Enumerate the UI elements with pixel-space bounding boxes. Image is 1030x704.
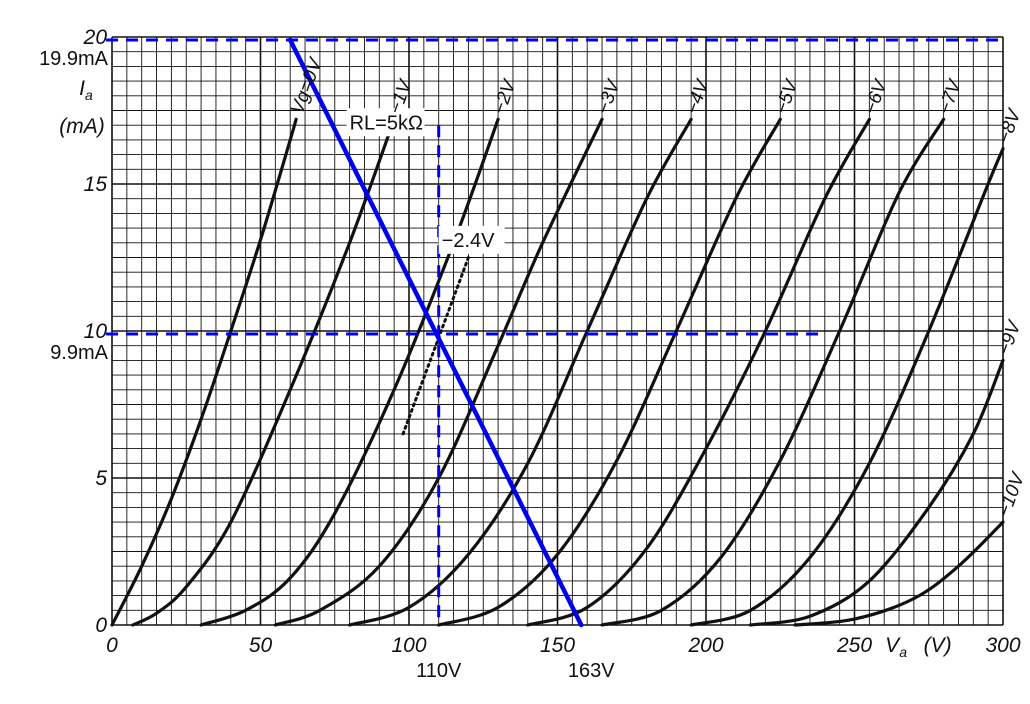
- load-line-label-bg: [346, 108, 425, 137]
- x-end-label: 163V: [568, 660, 615, 682]
- curve-label: −10V: [994, 468, 1030, 520]
- y-axis-unit: (mA): [59, 115, 105, 138]
- curve-label: Vg=0V: [287, 54, 327, 117]
- y-axis-title: Ia: [79, 77, 93, 103]
- y-mid-label-bg: [2, 337, 110, 362]
- x-tick-label: 250: [836, 634, 872, 657]
- y-tick-label: 20: [83, 26, 108, 49]
- bias-curve-2.4V: [401, 256, 470, 436]
- curve--7V: [600, 117, 946, 627]
- x-op-label: 110V: [416, 660, 462, 682]
- curve--9V: [748, 358, 1005, 627]
- x-axis-unit: (V): [924, 634, 952, 657]
- curve--8V: [689, 147, 1005, 627]
- curve--4V: [348, 117, 693, 627]
- curve--1V: [131, 117, 396, 627]
- x-tick-label: 50: [249, 634, 273, 657]
- x-tick-label: 300: [985, 634, 1020, 657]
- load-line-overlays: RL=5kΩ −2.4V 19.9mA 9.9mA 110V 163V: [2, 37, 1003, 682]
- plate-curves: [110, 117, 1005, 627]
- curve-label: −9V: [994, 316, 1026, 358]
- load-line: [287, 37, 584, 628]
- grid: [111, 36, 1004, 626]
- bias-curve-label: −2.4V: [442, 230, 495, 252]
- y-tick-label: 5: [95, 467, 107, 490]
- y-tick-label: 15: [84, 173, 108, 196]
- y-high-label-bg: [2, 43, 110, 68]
- curve-Vg=0V: [110, 117, 298, 627]
- curve--10V: [793, 520, 1005, 627]
- x-tick-label: 150: [540, 634, 575, 657]
- y-tick-label: 0: [95, 614, 107, 637]
- x-tick-label: 100: [391, 634, 426, 657]
- x-axis-title: Va: [885, 634, 907, 660]
- curve--5V: [437, 117, 782, 627]
- load-line-label: RL=5kΩ: [350, 112, 423, 134]
- y-mid-label: 9.9mA: [50, 342, 108, 364]
- x-tick-label: 0: [106, 634, 118, 657]
- curve--6V: [526, 117, 871, 627]
- y-high-label: 19.9mA: [39, 48, 109, 70]
- bias-curve-label-bg: [438, 225, 505, 254]
- x-tick-label: 200: [687, 634, 723, 657]
- y-tick-label: 10: [84, 320, 108, 343]
- curve--3V: [273, 117, 604, 627]
- curve-label: −8V: [994, 105, 1026, 147]
